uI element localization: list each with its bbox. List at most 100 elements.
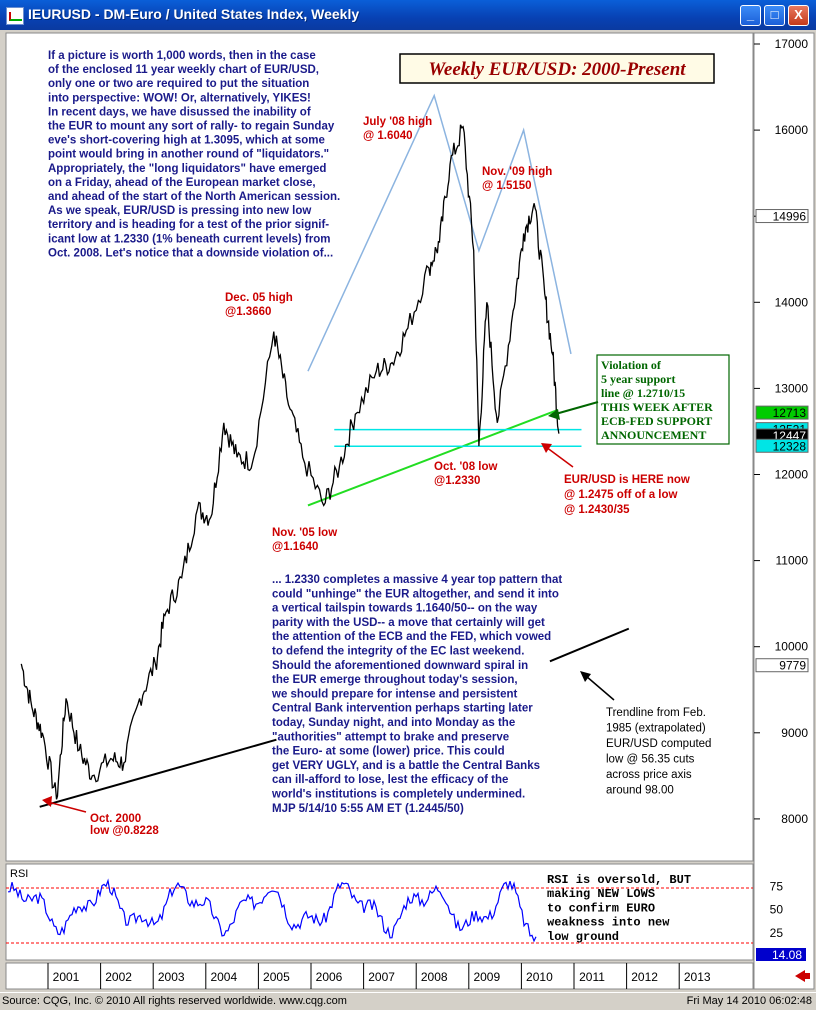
ann-violation-line: THIS WEEK AFTER [601, 400, 713, 414]
status-source: Source: CQG, Inc. © 2010 All rights rese… [2, 995, 347, 1007]
status-bar: Source: CQG, Inc. © 2010 All rights rese… [0, 992, 816, 1010]
ann-nov09-line: Nov. '09 high [482, 166, 552, 178]
commentary-line: and ahead of the start of the North Amer… [48, 191, 340, 203]
ann-violation-line: ECB-FED SUPPORT [601, 414, 712, 428]
commentary2-line: to defend the integrity of the EC last w… [272, 646, 524, 658]
ann-nov05-line: Nov. '05 low [272, 527, 337, 539]
time-axis-pane [5, 962, 754, 990]
commentary2-line: the attention of the ECB and the FED, wh… [272, 631, 551, 643]
rsi-title: RSI [10, 868, 28, 880]
ann-oct08-line: Oct. '08 low [434, 461, 498, 473]
rsi-level-label: 75 [770, 879, 784, 893]
price-tick-label: 14000 [775, 295, 809, 309]
oct00-low-label: Oct. 2000 low @0.8228 [90, 813, 159, 837]
commentary2-line: ... 1.2330 completes a massive 4 year to… [272, 574, 562, 586]
price-tick-label: 13000 [775, 381, 809, 395]
pattern-lines [39, 93, 630, 808]
commentary2-line: today, Sunday night, and into Monday as … [272, 717, 515, 729]
rsi-level-label: 50 [770, 903, 784, 917]
scroll-left-arrow-icon[interactable] [795, 970, 805, 982]
commentary-bottom: ... 1.2330 completes a massive 4 year to… [271, 574, 562, 815]
year-label: 2013 [684, 970, 711, 984]
price-box-value: 12328 [773, 439, 807, 453]
year-label: 2003 [158, 970, 185, 984]
app-icon [6, 7, 24, 25]
long-term-trendline [39, 738, 277, 808]
ann-oct00-line: Oct. 2000 [90, 813, 141, 825]
nov05-low-label: Nov. '05 low @1.1640 [272, 527, 337, 553]
price-tick-label: 10000 [775, 640, 809, 654]
year-label: 2006 [316, 970, 343, 984]
commentary2-line: "authorities" attempt to brake and prese… [272, 731, 509, 743]
ann-oct00-line: low @0.8228 [90, 825, 159, 837]
violation-box [596, 354, 730, 445]
price-box-value: 12713 [773, 406, 807, 420]
close-button[interactable]: X [788, 5, 809, 26]
annotation-arrows [42, 401, 615, 813]
year-label: 2005 [263, 970, 290, 984]
jul08-high-label: July '08 high @ 1.6040 [363, 116, 432, 142]
ann-violation-line: Violation of [601, 358, 662, 372]
price-box-value: 14996 [773, 210, 807, 224]
ann-oct08-line: @1.2330 [434, 475, 480, 487]
maximize-button[interactable]: □ [764, 5, 785, 26]
ann-rsi-line: to confirm EURO [547, 901, 655, 915]
price-box [755, 438, 809, 453]
year-label: 2004 [210, 970, 237, 984]
status-timestamp: Fri May 14 2010 06:02:48 [686, 995, 812, 1007]
trendline-note: Trendline from Feb. 1985 (extrapolated) EU… [606, 707, 711, 797]
commentary-line: only one or two are required to put the … [48, 78, 309, 90]
commentary2-line: Central Bank intervention perhaps starti… [272, 703, 533, 715]
ann-trend-line: EUR/USD computed [606, 738, 711, 750]
commentary2-line: a vertical tailspin towards 1.1640/50-- … [272, 603, 538, 615]
top-pattern-line [307, 93, 572, 372]
price-tick-label: 17000 [775, 37, 809, 51]
year-label: 2010 [526, 970, 553, 984]
ann-trend-line: low @ 56.35 cuts [606, 754, 695, 766]
commentary-line: into perspective: WOW! Or, alternatively… [48, 92, 311, 104]
current-price-label: EUR/USD is HERE now @ 1.2475 off of a low… [564, 474, 690, 516]
scroll-arrow-shaft [805, 973, 810, 979]
price-axis: 1700016000150001400013000120001100010000… [754, 37, 808, 826]
commentary-line: territory and is heading for a test of t… [48, 219, 329, 231]
window-title: IEURUSD - DM-Euro / United States Index,… [28, 6, 360, 22]
price-series-line [20, 124, 560, 800]
dec05-high-label: Dec. 05 high @1.3660 [225, 292, 293, 318]
commentary2-line: MJP 5/14/10 5:55 AM ET (1.2445/50) [272, 803, 464, 815]
commentary-line: on a Friday, ahead of the European marke… [48, 177, 316, 189]
price-box [755, 209, 809, 224]
ann-violation-line: 5 year support [601, 372, 675, 386]
commentary2-line: world's institutions is completely under… [271, 789, 525, 801]
time-axis: 2001 2002 2003 2004 2005 2006 2007 2008 2009 2010… [47, 963, 711, 989]
price-boxes: 14996127131252112447123289779 [755, 209, 809, 673]
ann-nov05-line: @1.1640 [272, 541, 318, 553]
price-box-value: 9779 [779, 659, 806, 673]
oct08-low-label: Oct. '08 low @1.2330 [434, 461, 498, 487]
chart-area: Weekly EUR/USD: 2000-Present 17000 16000 1… [0, 30, 816, 992]
commentary-line: Oct. 2008. Let's notice that a downside … [48, 247, 333, 259]
chart-title: Weekly EUR/USD: 2000-Present [428, 59, 686, 80]
minimize-button[interactable]: _ [740, 5, 761, 26]
commentary-line: eve's short-covering high at 1.3095, whi… [48, 135, 325, 147]
long-term-trendline-extension [549, 627, 630, 663]
price-tick-label: 8000 [781, 812, 808, 826]
ann-trend-line: around 98.00 [606, 785, 674, 797]
price-tick-label: 9000 [781, 726, 808, 740]
nov09-high-label: Nov. '09 high @ 1.5150 [482, 166, 552, 192]
ann-violation-line: line @ 1.2710/15 [601, 386, 685, 400]
commentary2-line: Should the aforementioned downward spira… [272, 660, 528, 672]
year-label: 2001 [53, 970, 80, 984]
ann-rsi-line: weakness into new [547, 916, 670, 930]
ann-trend-line: Trendline from Feb. [606, 707, 706, 719]
price-box [755, 658, 809, 673]
ann-dec05-line: @1.3660 [225, 306, 271, 318]
year-label: 2012 [631, 970, 658, 984]
year-label: 2002 [105, 970, 132, 984]
ann-jul08-line: July '08 high [363, 116, 432, 128]
commentary-line: If a picture is worth 1,000 words, then … [48, 50, 316, 62]
price-axis-pane [753, 32, 815, 990]
chart-title-box [399, 53, 715, 84]
window-titlebar: IEURUSD - DM-Euro / United States Index,… [0, 0, 816, 30]
price-tick-label: 12000 [775, 468, 809, 482]
commentary2-line: get VERY UGLY, and is a battle the Centr… [272, 760, 540, 772]
